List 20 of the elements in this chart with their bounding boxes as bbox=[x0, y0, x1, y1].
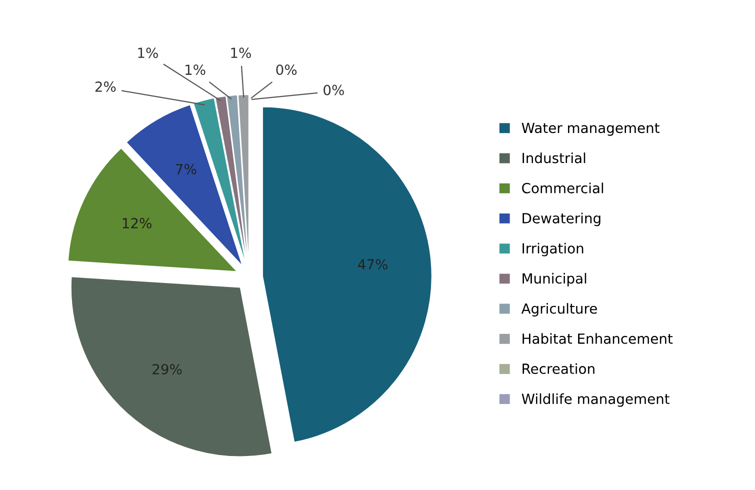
legend-label: Water management bbox=[522, 122, 660, 136]
legend-label: Agriculture bbox=[521, 303, 597, 316]
data-label: 1% bbox=[138, 48, 158, 58]
data-label: 29% bbox=[152, 364, 182, 374]
text: 0% bbox=[324, 84, 344, 96]
data-label: 12% bbox=[122, 218, 152, 228]
legend-label: Industrial bbox=[522, 152, 586, 164]
data-label: 2% bbox=[95, 81, 116, 92]
legend-label: Municipal bbox=[522, 272, 586, 286]
data-label: 1% bbox=[231, 48, 251, 58]
legend-label: Dewatering bbox=[522, 212, 600, 226]
data-label: 47% bbox=[358, 259, 388, 270]
data-label: 1% bbox=[186, 64, 206, 76]
data-label: 7% bbox=[176, 164, 196, 174]
legend-label: Irrigation bbox=[522, 242, 584, 256]
legend-label: Recreation bbox=[522, 363, 594, 374]
legend-label: Habitat Enhancement bbox=[522, 333, 673, 344]
legend-label: Wildlife management bbox=[522, 393, 670, 407]
legend-label: Commercial bbox=[522, 182, 604, 194]
text: 0% bbox=[276, 64, 297, 76]
